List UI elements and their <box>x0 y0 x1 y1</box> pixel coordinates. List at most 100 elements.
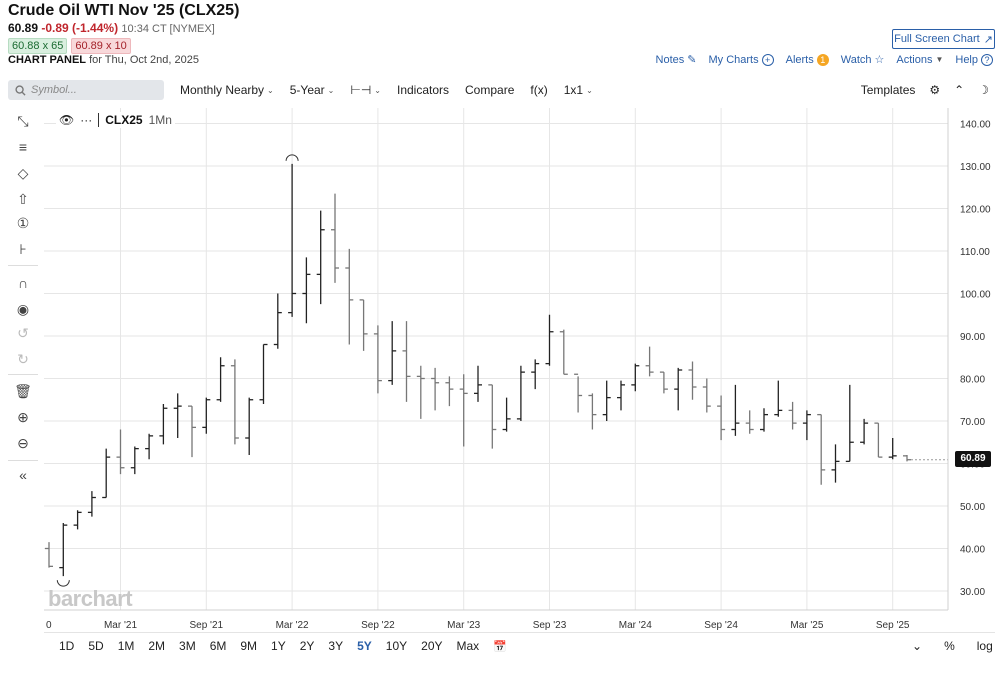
ohlc-bar <box>888 438 897 460</box>
instrument-title: Crude Oil WTI Nov '25 (CLX25) <box>8 2 240 19</box>
ohlc-bar <box>331 193 339 283</box>
range-button-2m[interactable]: 2M <box>148 639 166 653</box>
ohlc-bar <box>216 357 225 402</box>
help-label: Help <box>955 53 978 66</box>
ohlc-bar <box>774 380 783 417</box>
collapse-panel-icon[interactable]: « <box>19 467 27 483</box>
quote-line: 60.89 -0.89 (-1.44%) 10:34 CT [NYMEX] <box>8 21 215 35</box>
redo-icon[interactable]: ↻ <box>17 351 29 367</box>
actions-menu[interactable]: Actions ▼ <box>896 53 943 66</box>
ohlc-bar <box>116 429 125 475</box>
ohlc-bar <box>202 397 211 434</box>
fibonacci-icon[interactable]: ≡ <box>18 139 28 155</box>
range-button-6m[interactable]: 6M <box>209 639 227 653</box>
range-button-max[interactable]: Max <box>456 639 480 653</box>
range-button-3m[interactable]: 3M <box>179 639 196 653</box>
chevron-down-icon: ⌄ <box>267 85 274 95</box>
trendline-icon[interactable]: ⤡ <box>17 113 29 129</box>
y-tick-label: 80.00 <box>960 375 985 386</box>
calendar-icon[interactable]: 📅 <box>493 640 507 653</box>
x-tick-label: 0 <box>46 620 52 631</box>
range-button-9m[interactable]: 9M <box>240 639 258 653</box>
barchart-watermark: barchart <box>48 586 133 611</box>
alerts-link[interactable]: Alerts 1 <box>786 53 829 66</box>
ohlc-bar <box>388 321 397 385</box>
legend-menu[interactable]: ··· <box>80 113 93 127</box>
chart-type-select[interactable]: ⊢⊣ ⌄ <box>342 83 389 97</box>
x-tick-label: Mar '25 <box>790 620 823 631</box>
layout-select[interactable]: 1x1 ⌄ <box>556 83 601 97</box>
period-select[interactable]: Monthly Nearby ⌄ <box>172 83 282 97</box>
edit-icon: ✎ <box>687 54 697 66</box>
my-charts-link[interactable]: My Charts + <box>708 53 774 66</box>
watch-link[interactable]: Watch ☆ <box>841 53 885 67</box>
range-button-10y[interactable]: 10Y <box>385 639 408 653</box>
ohlc-bar <box>788 401 797 430</box>
collapse-icon[interactable]: ⌃ <box>954 83 965 97</box>
extreme-markers <box>56 154 948 587</box>
chart-panel-date: for Thu, Oct 2nd, 2025 <box>89 54 199 66</box>
ohlc-bars <box>45 163 911 577</box>
notes-link[interactable]: Notes ✎ <box>655 53 697 67</box>
ohlc-bar <box>59 523 68 577</box>
full-screen-chart-button[interactable]: Full Screen Chart ↗ <box>892 29 995 49</box>
templates-button[interactable]: Templates <box>860 83 916 97</box>
y-tick-label: 130.00 <box>960 162 991 173</box>
divider <box>8 265 38 266</box>
ohlc-bar <box>316 210 325 305</box>
bid-badge: 60.88 x 65 <box>8 38 68 54</box>
ohlc-bar <box>102 448 111 499</box>
range-button-5y[interactable]: 5Y <box>357 639 372 653</box>
ohlc-bar <box>602 380 611 421</box>
compare-label: Compare <box>465 83 515 97</box>
range-button-5d[interactable]: 5D <box>88 639 104 653</box>
range-button-1d[interactable]: 1D <box>59 639 75 653</box>
symbol-search[interactable]: Symbol... <box>8 80 164 100</box>
ohlc-bar <box>302 257 311 324</box>
layout-label: 1x1 <box>563 83 584 97</box>
dark-mode-icon[interactable]: ☽ <box>978 83 989 97</box>
zoom-in-icon[interactable]: ⊕ <box>17 409 29 425</box>
range-button-1m[interactable]: 1M <box>117 639 135 653</box>
log-toggle[interactable]: log <box>976 639 993 653</box>
caret-down-icon: ▼ <box>935 55 944 64</box>
scale-options: ⌄ % log <box>912 639 993 653</box>
unlock-icon[interactable]: ◉ <box>16 301 30 317</box>
x-tick-label: Mar '21 <box>104 620 137 631</box>
y-tick-label: 70.00 <box>960 417 985 428</box>
eye-icon[interactable]: 👁 <box>59 113 75 127</box>
gear-icon[interactable]: ⚙ <box>929 83 941 97</box>
actions-label: Actions <box>896 53 933 66</box>
compare-button[interactable]: Compare <box>457 83 522 97</box>
help-link[interactable]: Help ? <box>955 53 993 66</box>
range-button-20y[interactable]: 20Y <box>421 639 443 653</box>
ohlc-bar <box>702 378 711 413</box>
ohlc-bar <box>273 293 282 349</box>
ohlc-bar <box>802 410 811 441</box>
range-button-2y[interactable]: 2Y <box>299 639 315 653</box>
ohlc-bar <box>845 384 854 463</box>
percent-toggle[interactable]: % <box>944 639 955 653</box>
price-chart[interactable]: 30.0040.0050.0060.0070.0080.0090.00100.0… <box>0 104 1001 634</box>
shape-icon[interactable]: ◇ <box>17 165 29 181</box>
indicators-button[interactable]: Indicators <box>389 83 457 97</box>
arrow-up-icon[interactable]: ⇧ <box>17 191 29 207</box>
zoom-out-icon[interactable]: ⊖ <box>17 435 29 451</box>
range-button-3y[interactable]: 3Y <box>328 639 344 653</box>
chevron-down-icon: ⌄ <box>586 85 593 95</box>
collapse-down-icon[interactable]: ⌄ <box>912 639 923 653</box>
trash-icon[interactable]: 🗑 <box>14 383 32 399</box>
notes-label: Notes <box>655 53 685 66</box>
function-button[interactable]: f(x) <box>522 83 555 97</box>
number-marker-icon[interactable]: ① <box>16 215 30 231</box>
ohlc-bar <box>674 367 683 411</box>
x-tick-label: Mar '23 <box>447 620 480 631</box>
y-tick-label: 110.00 <box>960 247 990 258</box>
ohlc-bar <box>288 163 297 317</box>
range-select[interactable]: 5-Year ⌄ <box>282 83 343 97</box>
undo-icon[interactable]: ↺ <box>17 325 29 341</box>
magnet-icon[interactable]: ∩ <box>17 275 29 291</box>
y-tick-label: 140.00 <box>960 120 991 131</box>
range-button-1y[interactable]: 1Y <box>271 639 286 653</box>
measure-icon[interactable]: ⊦ <box>19 241 27 257</box>
